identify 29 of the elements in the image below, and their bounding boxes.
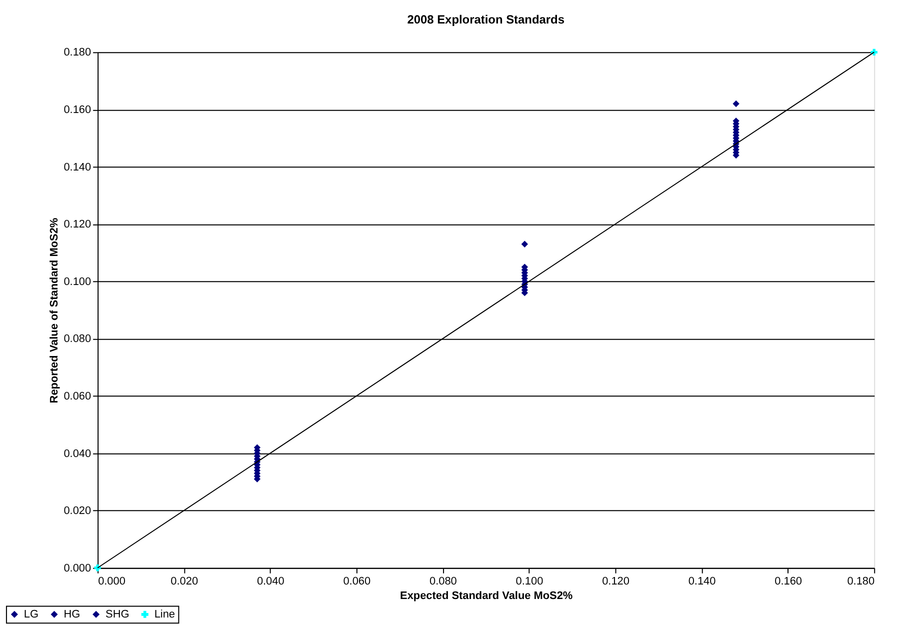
y-tick-label: 0.140 [64, 161, 92, 174]
legend-label: SHG [106, 608, 130, 620]
y-tick-label: 0.080 [64, 333, 92, 346]
x-axis-title: Expected Standard Value MoS2% [400, 590, 573, 602]
y-tick-label: 0.120 [64, 218, 92, 231]
x-tick-label: 0.040 [256, 575, 284, 588]
x-tick-label: 0.180 [847, 575, 875, 588]
x-tick-label: 0.160 [774, 575, 802, 588]
x-tick-label: 0.140 [688, 575, 716, 588]
y-axis-title: Reported Value of Standard MoS2% [48, 218, 61, 404]
y-tick-label: 0.160 [64, 104, 92, 116]
chart-title: 2008 Exploration Standards [407, 12, 565, 26]
legend-label: LG [24, 608, 38, 620]
point [732, 100, 740, 108]
x-tick-label: 0.080 [430, 575, 457, 588]
legend-label: Line [154, 608, 175, 620]
x-tick-label: 0.060 [343, 575, 371, 588]
y-tick-label: 0.040 [64, 448, 92, 460]
y-tick-label: 0.180 [64, 46, 92, 59]
y-tick-label: 0.000 [64, 562, 92, 574]
point [521, 240, 528, 248]
x-tick-label: 0.020 [170, 575, 198, 588]
y-tick-label: 0.100 [64, 276, 92, 288]
x-tick-label: 0.000 [98, 575, 126, 588]
x-tick-label: 0.120 [602, 575, 630, 588]
legend-label: HG [64, 608, 80, 620]
y-tick-label: 0.060 [64, 390, 92, 402]
y-tick-label: 0.020 [64, 505, 92, 518]
x-tick-label: 0.100 [516, 575, 544, 588]
